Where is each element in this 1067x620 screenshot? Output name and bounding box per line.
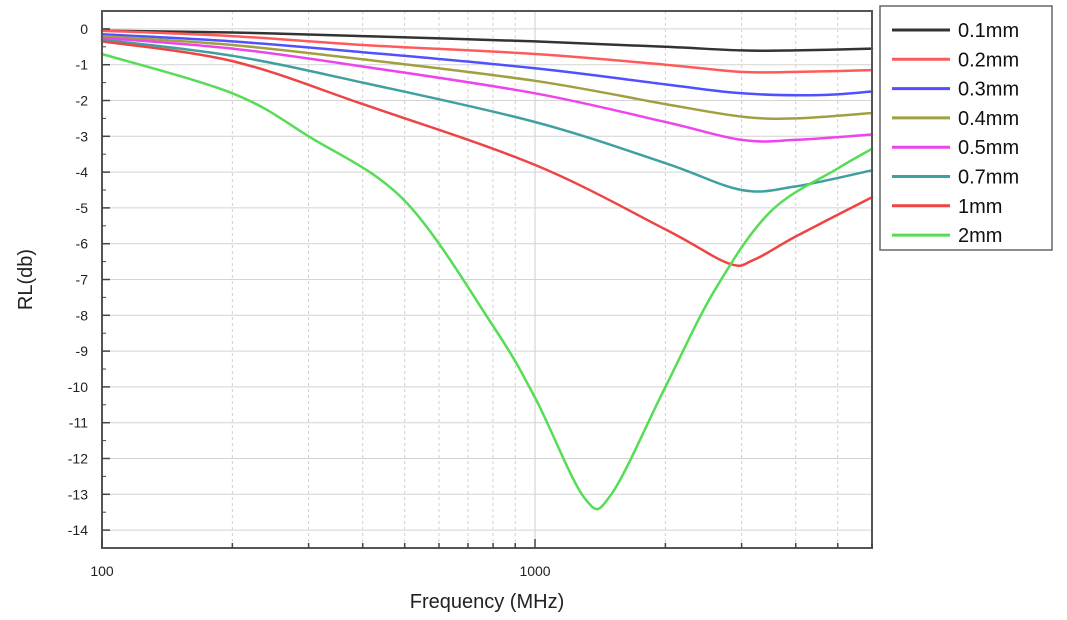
series-line-0.2mm [100, 29, 874, 74]
series-line-0.3mm [100, 33, 874, 97]
y-tick-label: -8 [76, 307, 89, 323]
x-tick-label: 1000 [519, 563, 550, 579]
series-line-2mm [100, 52, 874, 511]
series-line-1mm [100, 40, 874, 267]
y-tick-label: -5 [76, 200, 89, 216]
y-tick-label: -3 [76, 128, 89, 144]
y-tick-label: -2 [76, 93, 89, 109]
series-line-0.4mm [100, 34, 874, 120]
y-tick-label: -1 [76, 57, 89, 73]
legend-label: 0.1mm [958, 20, 1019, 42]
x-axis-title: Frequency (MHz) [410, 591, 564, 613]
y-tick-label: -6 [76, 236, 89, 252]
legend-box [879, 5, 1053, 251]
legend: 0.1mm 0.2mm 0.3mm 0.4mm 0.5mm 0.7mm 1mm 2mm [879, 5, 1053, 251]
legend-label: 0.7mm [958, 167, 1019, 189]
series-line-0.5mm [100, 36, 874, 143]
series-lines [100, 29, 874, 511]
y-tick-label: -10 [68, 379, 88, 395]
legend-label: 2mm [958, 225, 1002, 247]
y-axis-title: RL(db) [15, 249, 37, 310]
legend-label: 0.2mm [958, 49, 1019, 71]
series-line-0.1mm [100, 29, 874, 52]
legend-label: 0.4mm [958, 108, 1019, 130]
legend-label: 0.5mm [958, 137, 1019, 159]
y-tick-label: -11 [69, 415, 88, 431]
y-tick-label: 0 [80, 21, 88, 37]
axis-ticks [101, 28, 873, 548]
grid [101, 11, 873, 548]
y-tick-label: -14 [68, 522, 88, 538]
y-tick-label: -9 [76, 343, 89, 359]
series-line-0.7mm [100, 38, 874, 193]
y-tick-label: -13 [68, 486, 88, 502]
x-tick-label: 100 [90, 563, 114, 579]
y-tick-label: -4 [76, 164, 89, 180]
legend-label: 0.3mm [958, 79, 1019, 101]
y-tick-label: -12 [68, 451, 88, 467]
tick-labels: 0 -1 -2 -3 -4 -5 -6 -7 -8 -9 -10 -11 -12 -13 -14 100 100… [68, 21, 551, 579]
y-tick-label: -7 [76, 272, 89, 288]
legend-label: 1mm [958, 196, 1002, 218]
